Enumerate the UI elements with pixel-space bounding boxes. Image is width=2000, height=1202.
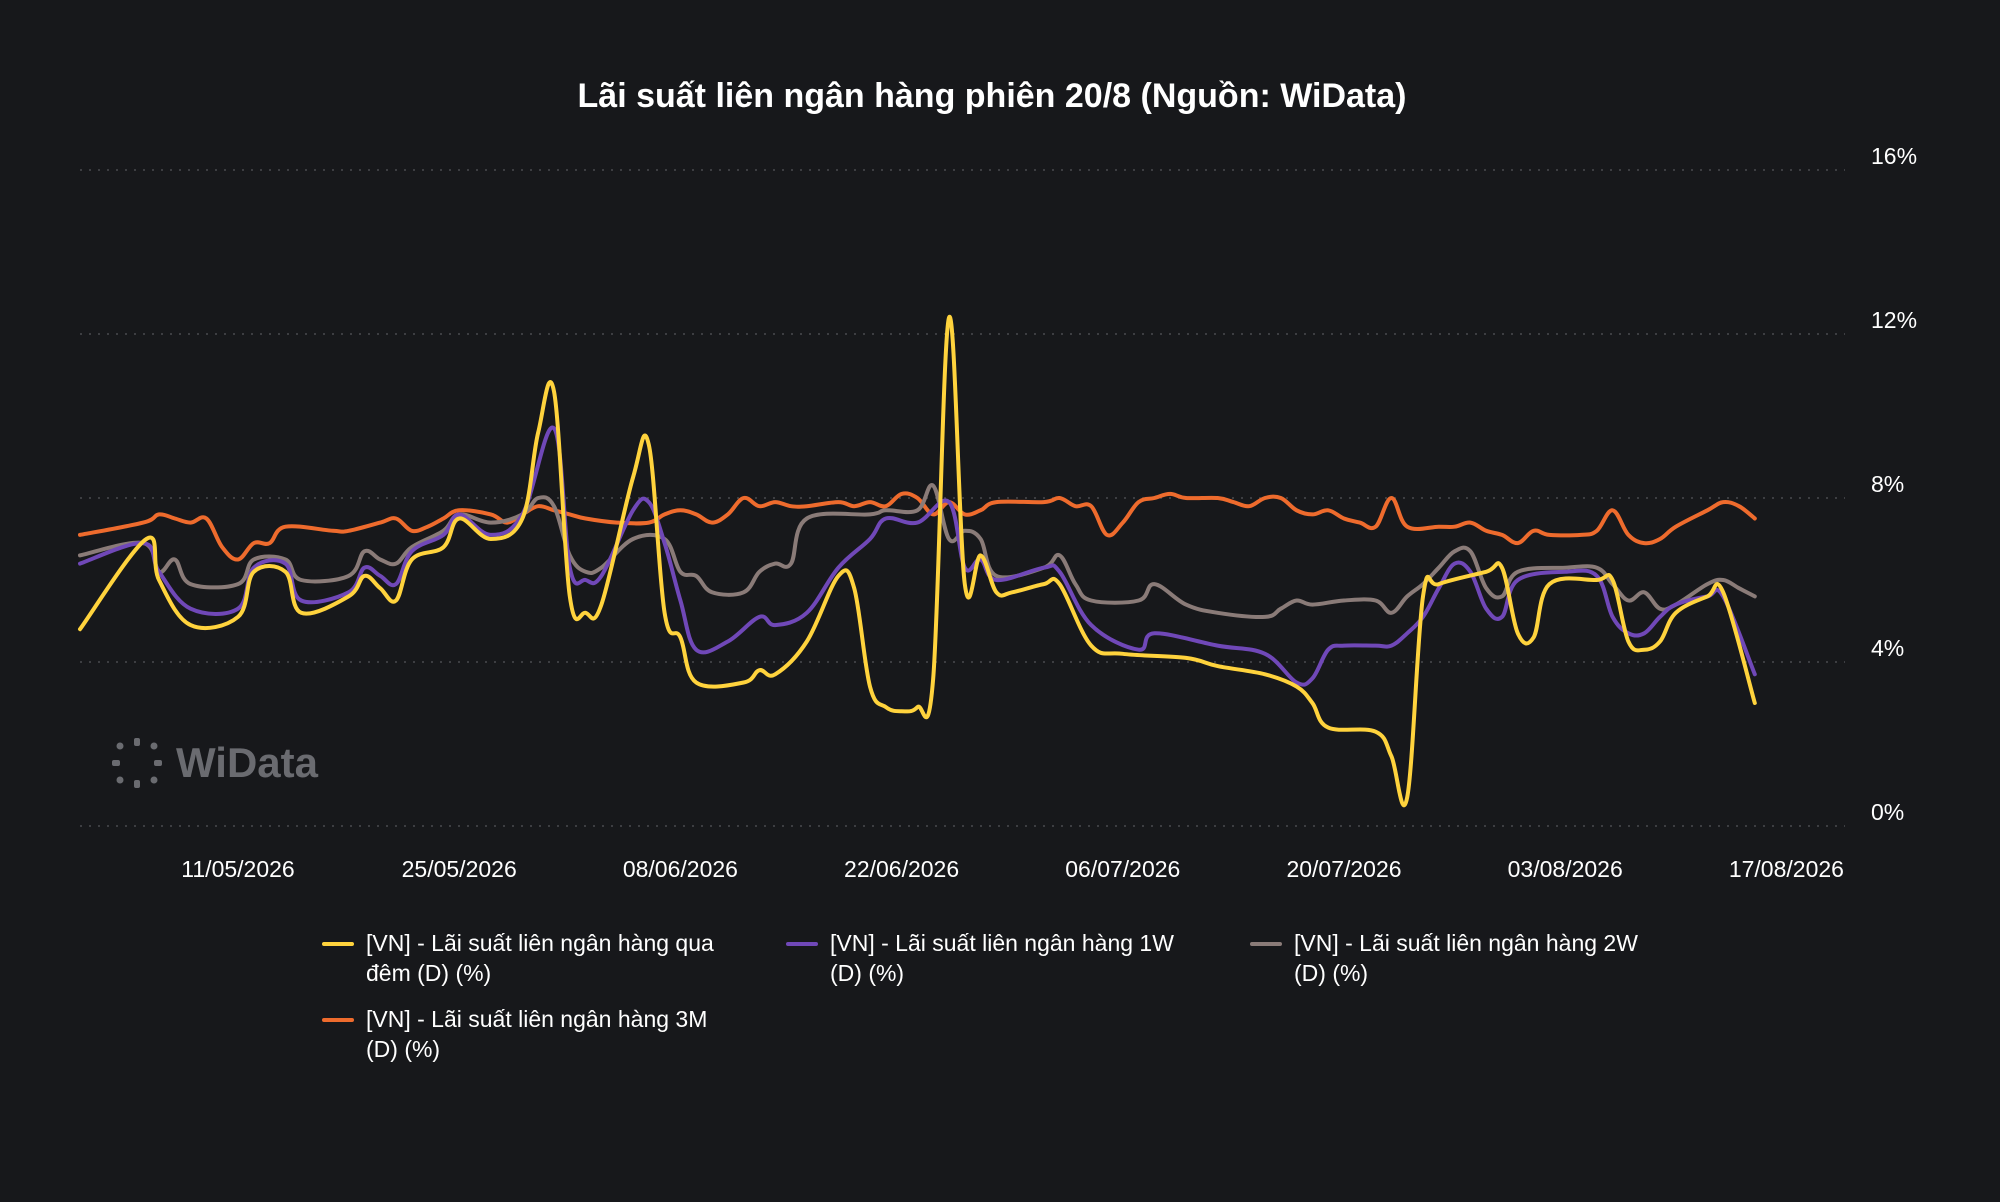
legend-item-2w[interactable]: [VN] - Lãi suất liên ngân hàng 2W (D) (%… [1250, 928, 1670, 988]
legend-swatch-3m [322, 1018, 354, 1022]
series-lines [78, 315, 1757, 808]
x-tick-label: 03/08/2026 [1508, 856, 1623, 882]
y-tick-label: 4% [1871, 635, 1904, 661]
legend-swatch-1w [786, 942, 818, 946]
legend-swatch-overnight [322, 942, 354, 946]
legend-label-2w: [VN] - Lãi suất liên ngân hàng 2W (D) (%… [1294, 930, 1638, 986]
x-tick-label: 20/07/2026 [1286, 856, 1401, 882]
widata-logo-icon [112, 738, 162, 788]
series-line-2w [78, 483, 1757, 620]
x-tick-label: 06/07/2026 [1065, 856, 1180, 882]
y-tick-label: 12% [1871, 307, 1917, 333]
x-axis-labels: 11/05/2026 25/05/2026 08/06/2026 22/06/2026… [181, 856, 1844, 882]
series-line-1w [78, 425, 1757, 687]
legend-item-overnight[interactable]: [VN] - Lãi suất liên ngân hàng qua đêm (… [322, 928, 742, 988]
legend-label-overnight: [VN] - Lãi suất liên ngân hàng qua đêm (… [366, 930, 714, 986]
watermark-text: WiData [176, 739, 318, 786]
widata-watermark: WiData [110, 736, 318, 790]
legend-item-1w[interactable]: [VN] - Lãi suất liên ngân hàng 1W (D) (%… [786, 928, 1206, 988]
chart-title: Lãi suất liên ngân hàng phiên 20/8 (Nguồ… [578, 77, 1407, 115]
x-tick-label: 25/05/2026 [402, 856, 517, 882]
x-tick-label: 08/06/2026 [623, 856, 738, 882]
legend-swatch-2w [1250, 942, 1282, 946]
y-tick-label: 8% [1871, 471, 1904, 497]
grid-lines [80, 169, 1845, 827]
legend-label-3m: [VN] - Lãi suất liên ngân hàng 3M (D) (%… [366, 1006, 708, 1062]
y-tick-label: 0% [1871, 799, 1904, 825]
series-line-3m [78, 491, 1757, 562]
series-line-overnight [78, 315, 1757, 808]
legend-item-3m[interactable]: [VN] - Lãi suất liên ngân hàng 3M (D) (%… [322, 1004, 742, 1064]
x-tick-label: 22/06/2026 [844, 856, 959, 882]
x-tick-label: 11/05/2026 [181, 856, 294, 882]
y-axis-labels: 16% 12% 8% 4% 0% [1871, 143, 1917, 825]
legend-label-1w: [VN] - Lãi suất liên ngân hàng 1W (D) (%… [830, 930, 1174, 986]
y-tick-label: 16% [1871, 143, 1917, 169]
x-tick-label: 17/08/2026 [1729, 856, 1844, 882]
